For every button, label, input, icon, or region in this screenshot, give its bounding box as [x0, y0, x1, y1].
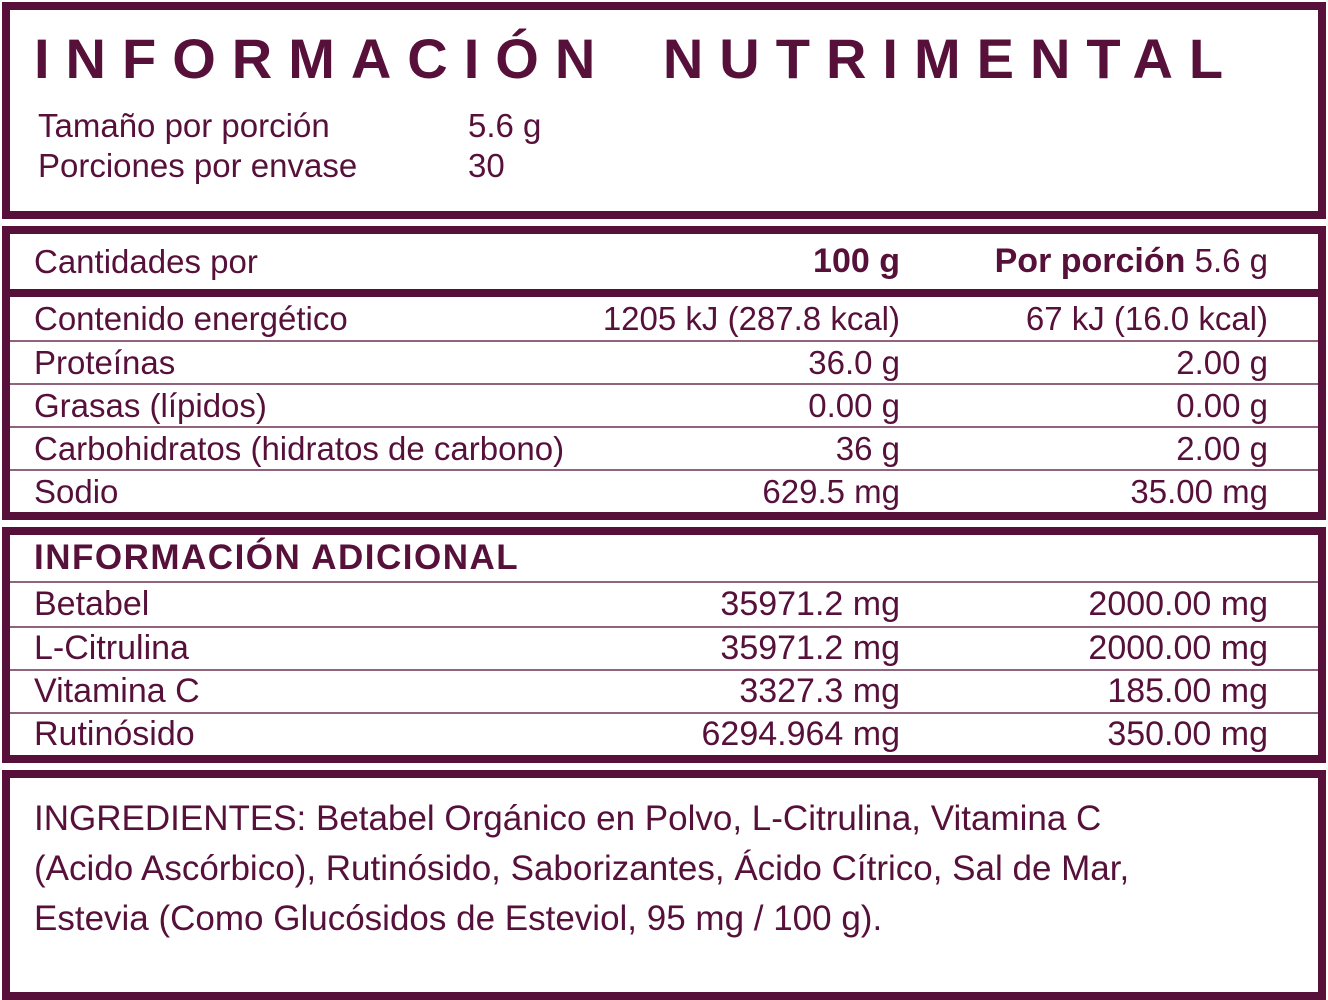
- ingredients-line: Estevia (Como Glucósidos de Esteviol, 95…: [34, 899, 883, 938]
- column-per-serving-header: Por porción 5.6 g: [900, 242, 1268, 281]
- per-100g-value: 35971.2 mg: [720, 629, 900, 667]
- serving-size-row: Tamaño por porción 5.6 g: [34, 106, 1294, 146]
- nutrient-row: Grasas (lípidos) 0.00 g 0.00 g: [10, 383, 1318, 426]
- nutrient-label: Carbohidratos (hidratos de carbono): [34, 429, 565, 467]
- nutrient-row: L-Citrulina 35971.2 mg 2000.00 mg: [10, 626, 1318, 669]
- serving-size-value: 5.6 g: [468, 107, 542, 144]
- ingredients-line: (Acido Ascórbico), Rutinósido, Saborizan…: [34, 849, 1130, 888]
- amounts-per-label: Cantidades por: [34, 242, 258, 280]
- per-serving-value: 0.00 g: [1176, 386, 1268, 424]
- ingredients-text: INGREDIENTES: Betabel Orgánico en Polvo,…: [34, 794, 1290, 944]
- servings-per-container-row: Porciones por envase 30: [34, 146, 1294, 186]
- servings-per-container-label: Porciones por envase: [38, 147, 358, 184]
- nutrients-box: Cantidades por 100 g Por porción 5.6 g C…: [2, 226, 1326, 520]
- serving-size-label: Tamaño por porción: [38, 107, 330, 144]
- per-serving-value: 185.00 mg: [1107, 672, 1268, 710]
- per-serving-value: 350.00 mg: [1107, 715, 1268, 753]
- ingredients-line: INGREDIENTES: Betabel Orgánico en Polvo,…: [34, 799, 1102, 838]
- nutrient-row: Contenido energético 1205 kJ (287.8 kcal…: [10, 297, 1318, 340]
- nutrient-row: Proteínas 36.0 g 2.00 g: [10, 340, 1318, 383]
- per-serving-value: 67 kJ (16.0 kcal): [1025, 299, 1268, 337]
- additional-header: INFORMACIÓN ADICIONAL: [10, 535, 1318, 583]
- per-serving-value: 2.00 g: [1176, 429, 1268, 467]
- per-serving-value: 2000.00 mg: [1088, 585, 1268, 623]
- nutrient-row: Carbohidratos (hidratos de carbono) 36 g…: [10, 426, 1318, 469]
- servings-per-container-value: 30: [468, 147, 505, 184]
- header-box: INFORMACIÓN NUTRIMENTAL Tamaño por porci…: [2, 2, 1326, 219]
- nutrient-row: Vitamina C 3327.3 mg 185.00 mg: [10, 669, 1318, 712]
- nutrient-label: Vitamina C: [34, 672, 200, 710]
- per-serving-value: 2000.00 mg: [1088, 629, 1268, 667]
- per-serving-header-value: 5.6 g: [1194, 242, 1268, 279]
- per-100g-value: 629.5 mg: [762, 472, 900, 510]
- nutrient-row: Sodio 629.5 mg 35.00 mg: [10, 469, 1318, 512]
- per-100g-value: 3327.3 mg: [739, 672, 900, 710]
- per-100g-value: 6294.964 mg: [701, 715, 901, 753]
- per-100g-value: 35971.2 mg: [720, 585, 900, 623]
- nutrient-label: Contenido energético: [34, 299, 348, 337]
- additional-rows: Betabel 35971.2 mg 2000.00 mg L-Citrulin…: [10, 583, 1318, 755]
- ingredients-box: INGREDIENTES: Betabel Orgánico en Polvo,…: [2, 770, 1326, 1000]
- per-100g-value: 36.0 g: [808, 343, 900, 381]
- column-100g-header: 100 g: [813, 242, 900, 280]
- nutrient-rows: Contenido energético 1205 kJ (287.8 kcal…: [10, 297, 1318, 512]
- nutrient-row: Betabel 35971.2 mg 2000.00 mg: [10, 583, 1318, 626]
- additional-box: INFORMACIÓN ADICIONAL Betabel 35971.2 mg…: [2, 527, 1326, 763]
- nutrient-label: Betabel: [34, 585, 150, 623]
- nutrient-label: L-Citrulina: [34, 629, 189, 667]
- nutrient-label: Grasas (lípidos): [34, 386, 267, 424]
- per-100g-value: 1205 kJ (287.8 kcal): [602, 299, 900, 337]
- page-title: INFORMACIÓN NUTRIMENTAL: [34, 27, 1240, 90]
- nutrient-label: Rutinósido: [34, 715, 195, 753]
- per-serving-value: 2.00 g: [1176, 343, 1268, 381]
- table-header-row: Cantidades por 100 g Por porción 5.6 g: [10, 234, 1318, 289]
- header-divider: [10, 289, 1318, 297]
- per-100g-value: 36 g: [835, 429, 900, 467]
- nutrient-label: Sodio: [34, 472, 119, 510]
- nutrient-label: Proteínas: [34, 343, 176, 381]
- nutrient-row: Rutinósido 6294.964 mg 350.00 mg: [10, 712, 1318, 755]
- per-serving-header-bold: Por porción: [994, 242, 1186, 280]
- per-100g-value: 0.00 g: [808, 386, 900, 424]
- per-serving-value: 35.00 mg: [1130, 472, 1268, 510]
